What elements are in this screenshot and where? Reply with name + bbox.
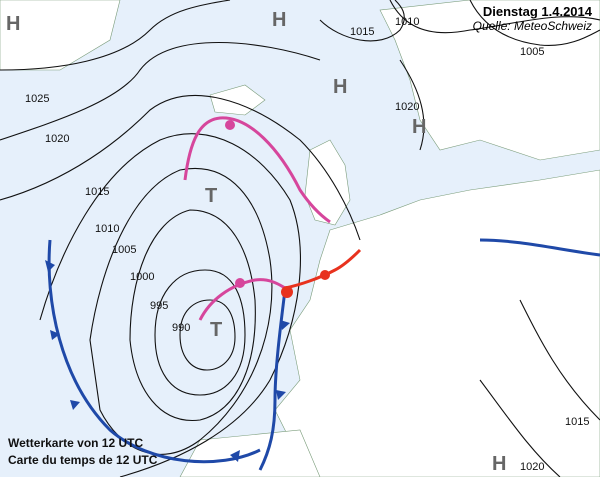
high-center: H (412, 116, 426, 138)
isobar-label: 990 (172, 322, 190, 334)
land-iceland (209, 84, 266, 116)
isobar-label: 1015 (565, 416, 589, 428)
cold-front-west (47, 239, 261, 464)
land-europe (274, 169, 600, 477)
map-caption: Wetterkarte von 12 UTC Carte du temps de… (8, 435, 157, 469)
map-date: Dienstag 1.4.2014 (482, 4, 592, 19)
isobar-1005-north (469, 0, 600, 46)
isobar-1020-se (479, 379, 561, 477)
isobar-label: 1020 (520, 461, 544, 473)
isobar-1015-north (319, 0, 405, 42)
warm-front (284, 248, 362, 290)
isobar-labels: 1025 1020 1015 1010 1005 1000 995 990 10… (25, 16, 589, 473)
caption-french: Carte du temps de 12 UTC (8, 453, 158, 467)
isobar-990 (179, 299, 236, 371)
isobar-label: 1010 (395, 16, 419, 28)
isobar-label: 1010 (95, 223, 119, 235)
high-center: H (333, 76, 347, 98)
pressure-centers: H H H T T H H (6, 9, 506, 475)
isobar-label: 995 (150, 300, 168, 312)
isobar-1010 (39, 133, 301, 477)
isobar-1000 (129, 209, 256, 421)
caption-german: Wetterkarte von 12 UTC (8, 436, 144, 450)
low-center: T (205, 185, 217, 207)
isobar-1020-mid (399, 59, 425, 151)
cold-front-triangle (45, 260, 55, 272)
isobar-label: 1025 (25, 93, 49, 105)
isobar-1015 (0, 95, 361, 241)
isobar-1010-north (389, 0, 600, 34)
isobar-1025 (0, 0, 231, 71)
isobar-label: 1020 (45, 133, 69, 145)
high-center: H (272, 9, 286, 31)
low-center: T (210, 319, 222, 341)
cold-front-triangle (70, 400, 80, 410)
warm-front-semicircle (281, 286, 293, 298)
isobar-label: 1015 (350, 26, 374, 38)
high-center: H (6, 13, 20, 35)
cold-front-triangle (230, 450, 240, 462)
cold-front-triangle (280, 320, 290, 330)
warm-front-semicircle (320, 270, 330, 280)
isobar-1015-se (519, 299, 600, 421)
map-header: Dienstag 1.4.2014 Quelle: MeteoSchweiz (473, 4, 592, 33)
isobar-label: 1015 (85, 186, 109, 198)
isobar-label: 1005 (112, 244, 136, 256)
isobar-label: 1005 (520, 46, 544, 58)
occlusion-north (183, 116, 331, 224)
map-source: Quelle: MeteoSchweiz (472, 19, 592, 33)
occlusion-semicircle (225, 120, 235, 130)
occlusion-south (198, 278, 286, 321)
cold-front-triangle (50, 330, 60, 340)
cold-front-triangle (276, 390, 286, 400)
isobar-1005 (89, 168, 273, 455)
isobar-label: 1020 (395, 101, 419, 113)
isobar-1020 (0, 42, 321, 141)
land-greenland (0, 0, 121, 71)
occlusion-semicircle (235, 278, 245, 288)
isobar-label: 1000 (130, 271, 154, 283)
land-scandinavia (379, 0, 600, 161)
front-symbols (45, 120, 330, 462)
cold-front-east (479, 238, 600, 257)
isobar-995 (154, 269, 246, 396)
high-center: H (492, 453, 506, 475)
